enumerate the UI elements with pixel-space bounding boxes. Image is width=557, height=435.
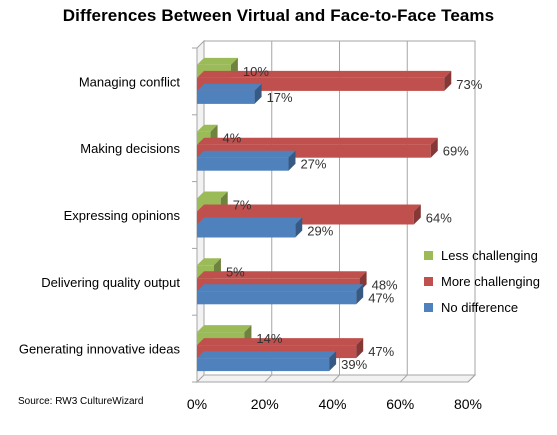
bar-top-face [197,83,262,91]
legend-swatch [424,276,433,286]
bar-no-difference-expressing-opinions [197,217,303,238]
bar-top-face [197,258,221,266]
bar-top-face [197,351,337,359]
bar-front-face [197,358,330,372]
x-tick-label: 20% [251,396,279,412]
bar-top-face [197,150,296,158]
bar-no-difference-generating-innovative-ideas [197,351,337,372]
bar-top-face [197,217,303,225]
legend-item-no-difference: No difference [424,294,540,320]
x-tick-label: 0% [187,396,207,412]
bar-top-face [197,338,364,346]
bar-top-face [197,271,367,279]
bar-top-face [197,57,238,65]
bar-end-face [356,284,364,305]
bar-top-face [197,137,438,145]
data-label: 7% [233,198,252,213]
legend-item-more-challenging: More challenging [424,268,540,294]
legend-item-less-challenging: Less challenging [424,242,540,268]
bar-no-difference-delivering-quality-output [197,284,364,305]
legend-label: No difference [441,299,519,315]
data-label: 17% [267,90,293,105]
bar-top-face [197,284,364,292]
gridline-floor [264,374,273,383]
x-axis-ticks: 0% 20% 40% 60% 80% [187,396,482,412]
bar-end-face [430,137,438,158]
data-label: 4% [223,131,242,146]
data-label: 10% [243,64,269,79]
bar-end-face [329,351,337,372]
bar-top-face [197,124,218,132]
data-label: 29% [307,224,333,239]
data-label: 39% [341,357,367,372]
bar-top-face [197,191,228,199]
data-label: 48% [372,277,398,292]
bar-top-face [197,70,452,78]
bar-no-difference-making-decisions [197,150,296,171]
legend-label: More challenging [441,273,541,289]
category-label-expressing-opinions: Expressing opinions [64,208,181,223]
bars [197,57,452,372]
bar-end-face [356,338,364,359]
gridline-floor [467,374,476,383]
data-label: 47% [368,344,394,359]
data-labels: 10%73%17%4%69%27%7%64%29%5%48%47%14%47%3… [223,64,483,372]
gridline-floor [399,374,408,383]
data-label: 5% [226,264,245,279]
x-tick-label: 60% [386,396,414,412]
gridline-floor [332,374,340,383]
category-label-managing-conflict: Managing conflict [79,74,181,89]
x-tick-label: 80% [454,396,482,412]
bar-end-face [288,150,296,171]
bar-end-face [413,204,421,225]
chart-title: Differences Between Virtual and Face-to-… [62,6,495,25]
bar-top-face [197,325,252,333]
legend-swatch [424,302,433,312]
legend: Less challenging More challenging No diffe… [424,242,540,320]
bar-no-difference-managing-conflict [197,83,262,104]
category-label-generating-innovative-ideas: Generating innovative ideas [19,342,181,357]
legend-label: Less challenging [441,247,538,263]
bar-end-face [295,217,303,238]
bar-end-face [444,70,452,91]
bar-top-face [197,204,421,212]
data-label: 47% [368,290,394,305]
category-labels: Managing conflict Making decisions Express… [19,74,181,356]
source-note: Source: RW3 CultureWizard [18,396,144,407]
data-label: 69% [443,144,469,159]
data-label: 14% [256,331,282,346]
bar-front-face [197,291,357,305]
data-label: 27% [300,157,326,172]
data-label: 73% [456,77,482,92]
category-label-making-decisions: Making decisions [80,141,180,156]
bar-front-face [197,224,296,238]
x-tick-label: 40% [318,396,346,412]
bar-front-face [197,157,289,171]
bar-front-face [197,90,255,104]
data-label: 64% [426,211,452,226]
bar-end-face [254,83,262,104]
category-label-delivering-quality-output: Delivering quality output [41,275,180,290]
legend-swatch [424,250,433,260]
